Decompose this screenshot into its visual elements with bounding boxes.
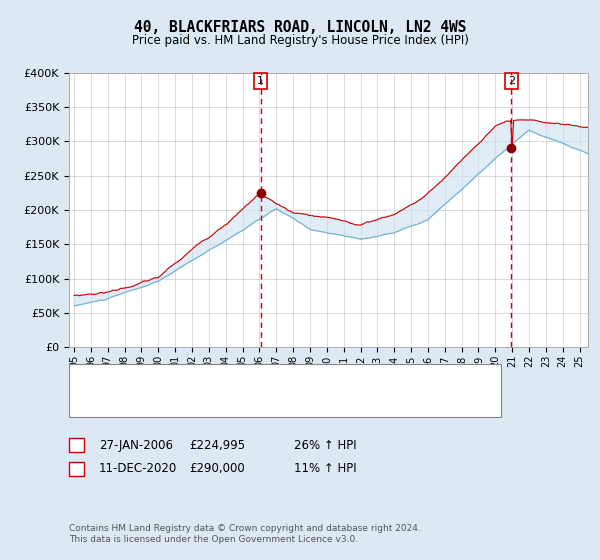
Text: 11% ↑ HPI: 11% ↑ HPI xyxy=(294,462,356,475)
Text: 1: 1 xyxy=(257,76,264,86)
Text: £290,000: £290,000 xyxy=(189,462,245,475)
Text: 2: 2 xyxy=(508,76,515,86)
Text: Contains HM Land Registry data © Crown copyright and database right 2024.
This d: Contains HM Land Registry data © Crown c… xyxy=(69,524,421,544)
Text: 26% ↑ HPI: 26% ↑ HPI xyxy=(294,438,356,452)
Text: 11-DEC-2020: 11-DEC-2020 xyxy=(99,462,177,475)
Text: Price paid vs. HM Land Registry's House Price Index (HPI): Price paid vs. HM Land Registry's House … xyxy=(131,34,469,46)
Text: £224,995: £224,995 xyxy=(189,438,245,452)
Text: 1: 1 xyxy=(73,440,80,450)
Text: 40, BLACKFRIARS ROAD, LINCOLN, LN2 4WS: 40, BLACKFRIARS ROAD, LINCOLN, LN2 4WS xyxy=(134,20,466,35)
Text: HPI: Average price, detached house, Lincoln: HPI: Average price, detached house, Linc… xyxy=(123,397,353,407)
Text: 2: 2 xyxy=(73,464,80,474)
Text: 27-JAN-2006: 27-JAN-2006 xyxy=(99,438,173,452)
Text: 40, BLACKFRIARS ROAD, LINCOLN, LN2 4WS (detached house): 40, BLACKFRIARS ROAD, LINCOLN, LN2 4WS (… xyxy=(123,374,448,384)
